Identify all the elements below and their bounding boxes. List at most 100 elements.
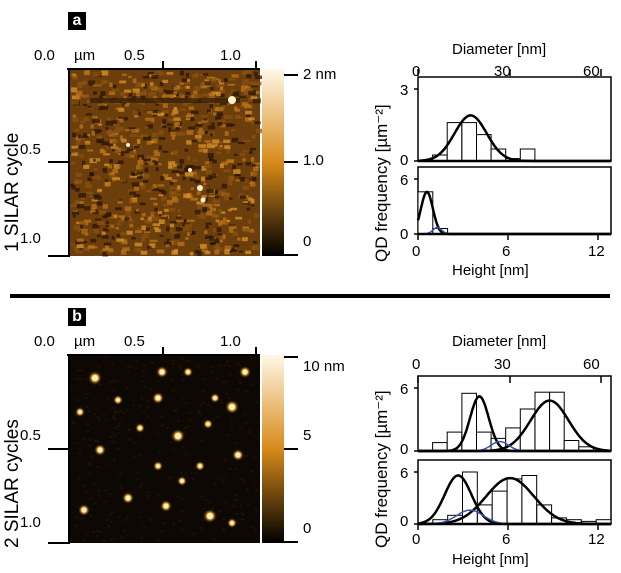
afm-texture-b: [165, 427, 169, 430]
afm-texture-a: [152, 113, 157, 117]
afm-texture-b: [201, 518, 205, 521]
afm-texture-a: [220, 220, 228, 225]
afm-texture-b: [92, 483, 96, 486]
hist-bar: [476, 431, 492, 452]
afm-texture-a: [205, 224, 209, 229]
afm-texture-a: [172, 109, 179, 115]
afm-texture-a: [224, 78, 228, 82]
afm-texture-a: [117, 160, 124, 164]
afm-texture-a: [151, 187, 160, 191]
afm-texture-a: [152, 223, 160, 227]
afm-texture-a: [139, 182, 144, 186]
afm-texture-a: [190, 187, 195, 190]
colorbar-a-tick-min: 0: [303, 233, 312, 250]
afm-texture-a: [253, 240, 257, 244]
afm-texture-a: [78, 221, 86, 225]
afm-texture-b: [113, 418, 117, 420]
afm-texture-a: [228, 228, 234, 233]
afm-texture-b: [166, 476, 170, 479]
afm-texture-b: [109, 512, 113, 515]
afm-texture-a: [74, 179, 82, 184]
afm-texture-a: [136, 176, 143, 179]
afm-texture-b: [184, 427, 187, 430]
afm-texture-b: [255, 401, 259, 404]
hist-a-height: [414, 166, 612, 240]
afm-scan-b: [70, 356, 259, 542]
afm-texture-a: [250, 96, 258, 99]
afm-texture-a: [228, 115, 233, 119]
afm-texture-b: [246, 488, 250, 490]
afm-texture-a: [121, 147, 125, 152]
hist-b-top-xtick-2: 60: [583, 356, 600, 373]
afm-texture-b: [142, 375, 146, 378]
afm-texture-a: [205, 235, 213, 240]
afm-texture-a: [146, 246, 152, 249]
afm-texture-a: [252, 245, 261, 250]
afm-texture-a: [83, 164, 90, 169]
afm-texture-a: [169, 223, 175, 228]
afm-texture-a: [145, 117, 152, 121]
afm-texture-a: [227, 159, 234, 163]
afm-texture-a: [239, 250, 243, 253]
afm-texture-a: [77, 82, 81, 86]
afm-texture-a: [72, 114, 77, 118]
afm-texture-b: [142, 364, 146, 367]
afm-texture-a: [165, 244, 170, 248]
afm-texture-b: [169, 379, 173, 382]
afm-texture-a: [179, 70, 184, 76]
afm-texture-b: [86, 392, 90, 395]
afm-texture-b: [110, 520, 114, 523]
afm-texture-a: [230, 249, 238, 252]
afm-texture-a: [77, 83, 83, 89]
hist-a-bot-xtick-2: 12: [588, 243, 605, 260]
afm-texture-a: [240, 87, 245, 92]
afm-texture-a: [97, 104, 105, 107]
afm-texture-a: [79, 240, 88, 244]
afm-texture-b: [127, 428, 131, 431]
afm-texture-a: [176, 164, 183, 169]
afm-texture-a: [134, 210, 140, 214]
afm-texture-a: [107, 143, 114, 147]
colorbar-b-tick-min: 0: [303, 520, 312, 537]
afm-texture-a: [194, 73, 199, 77]
afm-texture-b: [242, 513, 246, 516]
afm-texture-a: [242, 185, 250, 190]
afm-texture-b: [87, 445, 91, 447]
afm-texture-a: [203, 182, 207, 186]
afm-texture-a: [115, 227, 119, 230]
afm-texture-a: [86, 134, 90, 137]
afm-a-xtick-unit: µm: [74, 47, 96, 64]
afm-texture-a: [122, 102, 127, 107]
afm-texture-a: [171, 169, 180, 174]
afm-scan-a: [70, 70, 263, 257]
afm-texture-a: [214, 243, 220, 249]
afm-texture-a: [128, 93, 132, 97]
afm-texture-a: [105, 120, 114, 126]
afm-texture-a: [221, 183, 227, 189]
afm-texture-a: [171, 135, 175, 140]
afm-texture-b: [182, 452, 186, 455]
afm-texture-a: [114, 207, 122, 211]
afm-texture-b: [84, 396, 88, 399]
afm-texture-a: [237, 163, 243, 166]
afm-texture-a: [217, 233, 222, 236]
afm-texture-a: [248, 117, 255, 121]
afm-texture-a: [161, 95, 166, 99]
afm-texture-a: [188, 106, 194, 110]
afm-particle-core-b: [180, 479, 184, 483]
afm-texture-a: [92, 223, 100, 229]
afm-texture-a: [71, 152, 78, 156]
afm-texture-b: [139, 536, 143, 539]
afm-texture-b: [146, 400, 150, 403]
afm-texture-a: [229, 124, 236, 127]
afm-texture-a: [217, 79, 221, 83]
afm-texture-a: [120, 92, 127, 96]
afm-texture-a: [183, 193, 191, 198]
afm-texture-a: [104, 163, 110, 166]
afm-texture-b: [85, 423, 89, 426]
afm-texture-a: [185, 172, 194, 177]
afm-texture-a: [106, 251, 111, 255]
afm-texture-b: [251, 470, 254, 473]
afm-texture-b: [93, 502, 96, 505]
afm-texture-a: [142, 234, 149, 238]
